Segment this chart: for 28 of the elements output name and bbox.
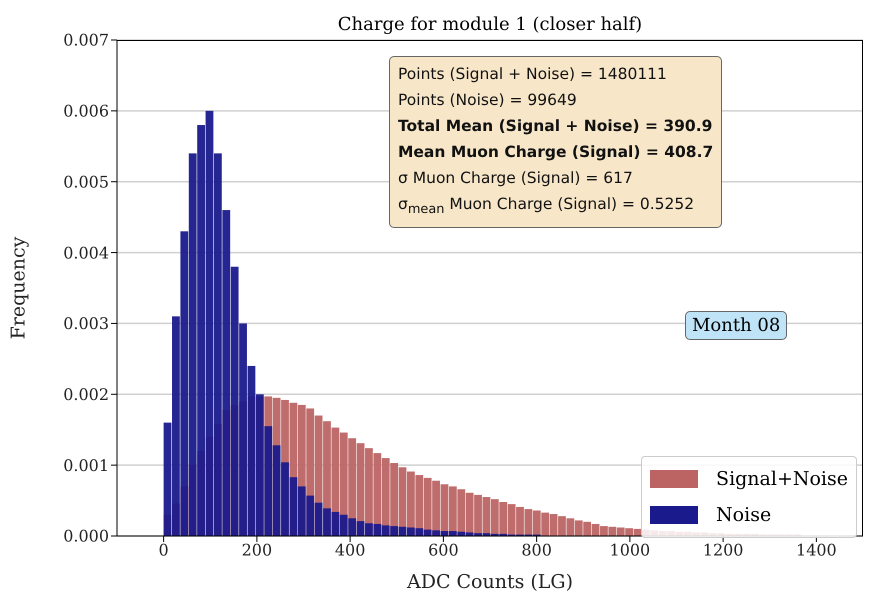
annotation: Points (Noise) = 99649 xyxy=(398,90,578,111)
annotation: Points (Signal + Noise) = 1480111 xyxy=(398,64,668,85)
legend-label: Noise xyxy=(716,504,772,526)
x-tick-label: 1200 xyxy=(702,540,744,560)
y-tick-label: 0.000 xyxy=(63,526,109,546)
x-tick-label: 400 xyxy=(334,540,366,560)
x-tick-label: 0 xyxy=(158,540,169,560)
legend-label: Signal+Noise xyxy=(716,468,848,490)
y-tick-label: 0.004 xyxy=(63,243,109,262)
x-tick-label: 200 xyxy=(242,540,272,560)
x-axis-title: ADC Counts (LG) xyxy=(406,571,574,593)
annotation: Mean Muon Charge (Signal) = 408.7 xyxy=(398,142,714,163)
x-tick-label: 1400 xyxy=(796,540,837,560)
x-tick-label: 800 xyxy=(521,540,552,560)
y-tick-label: 0.002 xyxy=(63,384,109,404)
chart-title: Charge for module 1 (closer half) xyxy=(336,14,644,35)
y-tick-label: 0.007 xyxy=(63,30,109,50)
annotation: σ$_{mean}$ Muon Charge (Signal) = 0.5252 xyxy=(398,194,696,220)
y-axis-title: Frequency xyxy=(8,236,30,340)
y-tick-label: 0.005 xyxy=(63,172,109,192)
x-tick-label: 600 xyxy=(428,540,459,560)
y-tick-label: 0.003 xyxy=(63,314,109,334)
y-tick-label: 0.006 xyxy=(63,102,109,121)
annotation: Month 08 xyxy=(685,311,788,340)
y-tick-label: 0.001 xyxy=(63,456,109,475)
x-tick-label: 1000 xyxy=(610,540,650,560)
annotation: Total Mean (Signal + Noise) = 390.9 xyxy=(398,116,714,137)
annotation: σ Muon Charge (Signal) = 617 xyxy=(398,168,634,189)
